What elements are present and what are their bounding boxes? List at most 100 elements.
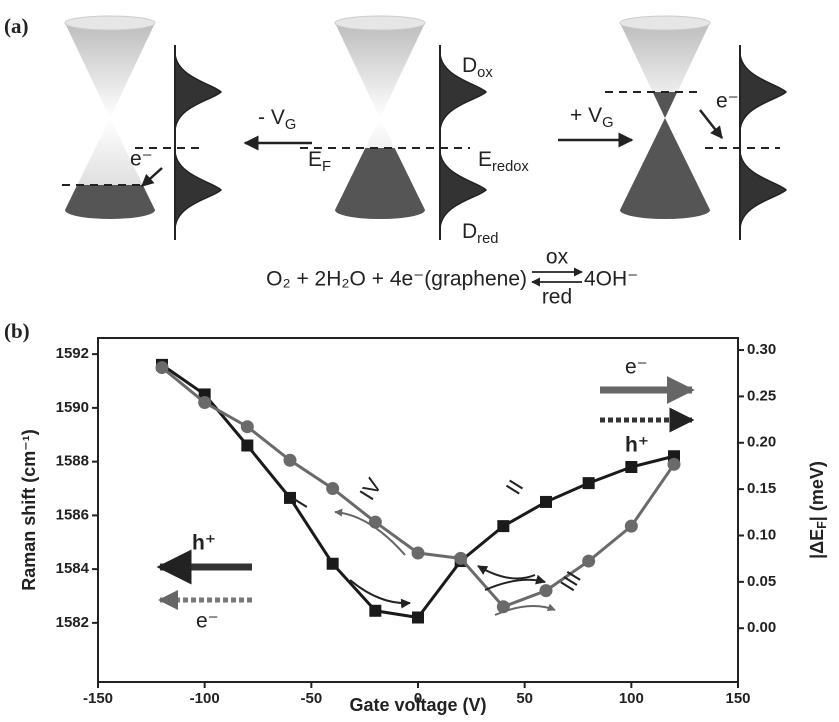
- carrier-label: h⁺: [625, 434, 649, 457]
- cone-filled: [335, 148, 425, 219]
- gate-label-main: - V: [258, 106, 285, 129]
- dos-ox-label-sub: ox: [477, 65, 493, 81]
- point: [667, 457, 681, 471]
- carrier-label: e⁻: [625, 356, 648, 379]
- segment-label: IV: [354, 473, 386, 504]
- panel-label: (a): [4, 14, 29, 38]
- process-arrow: [349, 579, 411, 609]
- point: [283, 453, 297, 467]
- point: [369, 604, 382, 617]
- x-axis-label: Gate voltage (V): [349, 695, 486, 715]
- fermi-label-main: E: [308, 148, 322, 171]
- y-tick-label: 1588: [56, 453, 89, 470]
- y-tick-label: 1584: [56, 560, 90, 577]
- cone-top: [64, 15, 156, 31]
- process-arrow: [334, 508, 406, 556]
- cone-filled-upper: [652, 92, 678, 118]
- x-tick-label: 100: [619, 690, 644, 707]
- y-tick-label: 1590: [56, 399, 89, 416]
- y-tick-label: 1586: [56, 506, 89, 523]
- electron-arrow: [141, 167, 163, 187]
- y-tick-label: 1582: [56, 614, 89, 631]
- x-tick-label: -100: [190, 690, 220, 707]
- fermi-label: EF: [308, 148, 331, 175]
- cone-filled: [620, 118, 710, 219]
- dos-red-label-sub: red: [477, 231, 498, 247]
- point: [411, 546, 425, 560]
- point: [582, 554, 596, 568]
- process-arrow: [477, 565, 536, 580]
- equation-forward: ox: [546, 246, 569, 269]
- electron-label: e⁻: [130, 148, 153, 171]
- redox-label-sub: redox: [492, 159, 529, 175]
- segment-label: II: [501, 475, 529, 499]
- series-line: [161, 366, 676, 609]
- fermi-label-sub: F: [322, 159, 331, 175]
- y2-axis-label-after: | (meV): [807, 461, 827, 521]
- y2-tick-label: 0.25: [747, 387, 776, 404]
- point: [539, 584, 553, 598]
- y2-tick-label: 0.15: [747, 480, 776, 497]
- point: [240, 420, 254, 434]
- y-axis-label: Raman shift (cm⁻¹): [19, 429, 39, 591]
- x-tick-label: 50: [516, 690, 533, 707]
- point: [497, 520, 510, 533]
- point: [284, 491, 296, 504]
- x-tick-label: 150: [725, 690, 750, 707]
- dos-peak: [174, 149, 223, 231]
- y2-tick-label: 0.20: [747, 434, 776, 451]
- point: [241, 439, 254, 452]
- dos-peak: [439, 149, 488, 231]
- point: [625, 461, 638, 473]
- redox-label-main: E: [478, 148, 492, 171]
- cone-upper: [335, 23, 425, 118]
- equation-left: O₂ + 2H₂O + 4e⁻(graphene): [266, 268, 527, 291]
- y2-tick-label: 0.30: [747, 341, 776, 358]
- y2-axis-label-main: |ΔE: [807, 529, 827, 559]
- point: [326, 482, 340, 495]
- dos-ox-label: Dox: [462, 54, 493, 81]
- point: [454, 551, 468, 565]
- point: [412, 611, 424, 624]
- cone-top: [334, 15, 426, 31]
- y2-tick-label: 0.05: [747, 573, 776, 590]
- segment-label: III: [555, 567, 586, 596]
- point: [540, 495, 552, 508]
- equation-reverse: red: [542, 286, 572, 309]
- electron-label: e⁻: [716, 90, 739, 113]
- equation-right: 4OH⁻: [584, 268, 638, 291]
- electron-arrow: [699, 109, 723, 139]
- x-tick-label: -50: [300, 690, 322, 707]
- dos-peak: [174, 51, 223, 133]
- panel-label: (b): [4, 319, 30, 343]
- point: [198, 396, 212, 409]
- gate-label: - VG: [258, 106, 296, 133]
- gate-label-sub: G: [602, 115, 613, 131]
- y2-tick-label: 0.00: [747, 619, 776, 636]
- gate-label: + VG: [570, 104, 614, 131]
- point: [624, 519, 638, 533]
- point: [326, 557, 339, 570]
- y-tick-label: 1592: [56, 345, 89, 362]
- cone-top: [619, 15, 711, 31]
- x-tick-label: -150: [83, 690, 113, 707]
- gate-label-sub: G: [285, 117, 296, 133]
- x-tick-label: 0: [414, 690, 422, 707]
- y2-axis-label-sub: F: [815, 521, 829, 529]
- dos-peak: [439, 51, 488, 133]
- carrier-label: e⁻: [196, 610, 219, 633]
- cone-upper: [65, 23, 155, 118]
- redox-label: Eredox: [478, 148, 529, 175]
- series-line: [161, 363, 675, 620]
- y2-axis-label: |ΔEF| (meV): [807, 461, 830, 559]
- y2-tick-label: 0.10: [747, 526, 776, 543]
- cone-upper: [620, 23, 710, 118]
- cone-filled: [65, 185, 155, 219]
- dos-peak: [739, 51, 788, 133]
- dos-red-label: Dred: [462, 220, 498, 247]
- dos-peak: [739, 149, 788, 231]
- panel-b: (b) -150 -100 -50 0 50 100 150 1582 1584 1586 1588 1…: [4, 319, 829, 715]
- process-arrow: [494, 603, 556, 616]
